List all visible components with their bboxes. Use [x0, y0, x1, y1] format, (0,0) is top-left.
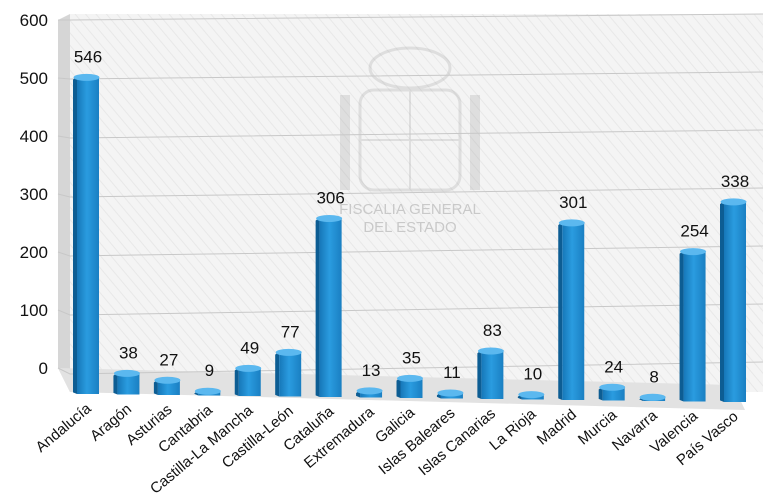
y-tick-label: 100 — [20, 301, 48, 320]
bar — [153, 376, 181, 395]
y-tick-label: 0 — [39, 359, 48, 378]
bar — [679, 248, 707, 402]
bars: 546 38 27 9 49 77 306 13 35 11 83 10 301 24 8 254 338 — [73, 47, 749, 402]
data-label: 10 — [523, 365, 542, 384]
bar — [113, 369, 140, 395]
data-label: 49 — [240, 338, 259, 357]
data-label: 38 — [119, 343, 138, 362]
bar — [194, 387, 221, 396]
left-wall — [58, 14, 70, 392]
bar — [356, 387, 383, 398]
bar — [639, 393, 666, 401]
gridline — [57, 129, 763, 139]
data-label: 338 — [721, 172, 749, 191]
data-label: 9 — [205, 361, 214, 380]
y-tick-label: 400 — [20, 127, 48, 146]
data-label: 13 — [362, 361, 381, 380]
y-axis-tick-labels: 0 100 200 300 400 500 600 — [20, 11, 48, 378]
bar — [720, 198, 747, 402]
bar — [558, 219, 585, 400]
data-label: 24 — [604, 357, 623, 376]
data-label: 546 — [74, 47, 102, 66]
gridline — [57, 361, 763, 375]
y-tick-label: 200 — [20, 243, 48, 262]
bar — [315, 214, 343, 397]
bar — [436, 389, 464, 399]
bar — [477, 347, 504, 399]
category-label: Andalucía — [33, 400, 96, 456]
watermark-line-2: DEL ESTADO — [363, 219, 456, 236]
y-tick-label: 300 — [20, 185, 48, 204]
back-wall — [70, 14, 763, 392]
data-label: 77 — [281, 322, 300, 341]
data-label: 27 — [159, 350, 178, 369]
gridline — [57, 303, 763, 316]
category-label: La Rioja — [486, 405, 540, 454]
data-label: 83 — [483, 321, 502, 340]
bar — [517, 391, 545, 400]
data-label: 8 — [649, 367, 658, 386]
category-label: Madrid — [534, 406, 580, 449]
x-axis-category-labels: AndalucíaAragónAsturiasCantabriaCastilla… — [33, 400, 742, 498]
bar — [275, 348, 302, 397]
bar — [396, 374, 423, 398]
bar — [598, 383, 626, 401]
gridline — [58, 13, 763, 21]
bar — [234, 364, 262, 396]
gridline — [57, 71, 763, 80]
data-label: 301 — [559, 193, 587, 212]
watermark-line-1: FISCALIA GENERAL — [339, 201, 481, 218]
gridlines — [57, 13, 763, 375]
data-label: 11 — [443, 363, 461, 382]
y-tick-label: 500 — [20, 69, 48, 88]
bar — [73, 73, 100, 394]
fiscalia-seal-watermark — [340, 46, 480, 192]
data-label: 254 — [680, 222, 708, 241]
y-tick-label: 600 — [20, 11, 48, 30]
data-label: 35 — [402, 348, 421, 367]
gridline — [57, 187, 763, 198]
data-label: 306 — [316, 188, 344, 207]
gridline — [57, 245, 763, 257]
